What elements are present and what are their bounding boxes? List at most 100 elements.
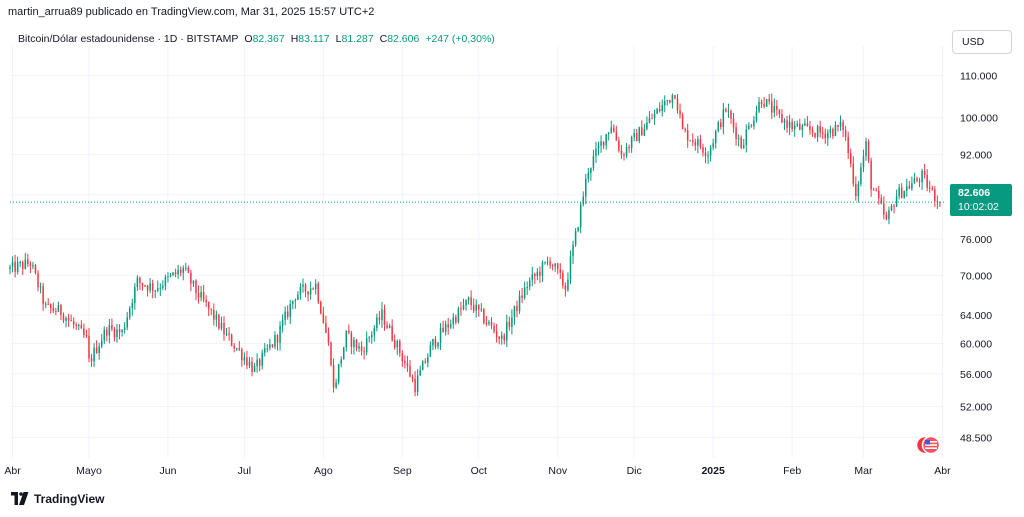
candle-body — [615, 131, 618, 141]
candle-body — [399, 340, 401, 354]
candle-body — [261, 352, 263, 366]
tradingview-logo-icon — [11, 492, 29, 505]
candle-body — [689, 140, 691, 142]
candle-body — [638, 127, 641, 142]
candle-body — [39, 286, 42, 288]
price-tick-label: 60.000 — [960, 338, 992, 350]
candle-body — [136, 277, 139, 288]
time-tick-label: Jul — [238, 465, 251, 477]
candle-body — [19, 262, 21, 264]
candle-body — [600, 141, 602, 146]
candle-body — [111, 325, 113, 329]
currency-button[interactable]: USD — [952, 30, 1012, 54]
candle-body — [722, 109, 725, 128]
candle-body — [154, 290, 156, 292]
candle-body — [717, 122, 720, 132]
candle-body — [913, 178, 916, 184]
candle-body — [582, 196, 584, 205]
candle-body — [172, 272, 174, 276]
price-tick-label: 92.000 — [960, 150, 992, 162]
candle-body — [75, 324, 78, 327]
candle-body — [549, 261, 551, 266]
candle-body — [867, 141, 870, 161]
candle-body — [442, 327, 444, 333]
candle-body — [765, 99, 768, 107]
time-axis[interactable]: Abr Mayo Jun Jul Ago Sep Oct Nov Dic 2025 Feb Mar Ab… — [4, 465, 951, 477]
legend-close: C82.606 — [380, 33, 420, 45]
legend-low: L81.287 — [336, 33, 374, 45]
candle-body — [602, 141, 605, 146]
time-tick-label: Jun — [159, 465, 176, 477]
candle-body — [758, 101, 760, 112]
candle-body — [207, 302, 210, 309]
candle-body — [327, 332, 330, 343]
candle-body — [592, 155, 595, 168]
candle-body — [834, 124, 837, 137]
candle-body — [24, 259, 27, 269]
time-tick-label: Abr — [934, 465, 951, 477]
candle-body — [478, 304, 480, 310]
candle-body — [804, 123, 806, 126]
candle-body — [162, 286, 164, 288]
tradingview-brand[interactable]: TradingView — [10, 492, 104, 506]
candle-body — [623, 154, 625, 156]
candle-body — [365, 338, 368, 353]
candle-body — [671, 95, 674, 103]
candle-body — [274, 335, 276, 347]
candle-body — [134, 287, 136, 304]
candle-body — [210, 308, 213, 310]
candle-body — [406, 363, 409, 366]
candle-body — [190, 272, 192, 284]
candle-body — [34, 265, 37, 274]
candle-body — [467, 297, 470, 301]
price-axis[interactable]: 48.500 52.000 56.000 60.000 64.000 70.000 76.0… — [960, 71, 998, 445]
economic-events-icon[interactable] — [915, 435, 943, 455]
candle-body — [266, 348, 269, 350]
candle-body — [225, 333, 228, 335]
candle-body — [885, 214, 888, 220]
candle-body — [648, 118, 651, 123]
candle-body — [52, 307, 55, 312]
candle-body — [776, 105, 778, 110]
candle-body — [849, 152, 852, 164]
last-price-value: 82.606 — [958, 187, 991, 199]
candle-body — [811, 130, 814, 133]
candle-body — [472, 305, 475, 311]
candle-body — [786, 120, 788, 128]
candle-body — [177, 269, 179, 275]
candle-body — [241, 349, 243, 361]
candle-body — [373, 328, 376, 335]
candle-body — [607, 132, 610, 135]
candle-body — [556, 263, 559, 270]
candle-body — [233, 345, 235, 349]
candle-body — [409, 365, 411, 377]
candle-body — [348, 330, 350, 333]
candle-body — [9, 266, 11, 270]
candle-body — [536, 271, 539, 277]
candle-body — [200, 292, 202, 298]
candle-body — [42, 286, 44, 304]
candle-body — [488, 321, 490, 324]
candle-body — [663, 101, 666, 106]
candle-body — [401, 353, 404, 362]
candle-body — [697, 139, 699, 146]
candle-body — [523, 287, 526, 299]
candle-body — [855, 183, 857, 197]
candle-body — [213, 309, 215, 320]
candle-body — [47, 303, 49, 305]
candle-body — [857, 183, 860, 197]
candle-body — [860, 167, 862, 184]
candle-body — [918, 180, 921, 183]
candle-body — [187, 267, 190, 273]
candle-body — [720, 122, 722, 128]
candle-body — [839, 122, 842, 127]
candle-body — [635, 133, 638, 142]
candle-body — [669, 100, 671, 103]
candle-body — [926, 174, 928, 188]
candle-body — [248, 361, 251, 366]
candle-body — [628, 146, 630, 149]
candle-body — [658, 108, 661, 112]
candle-body — [521, 295, 523, 299]
candle-body — [676, 98, 679, 111]
